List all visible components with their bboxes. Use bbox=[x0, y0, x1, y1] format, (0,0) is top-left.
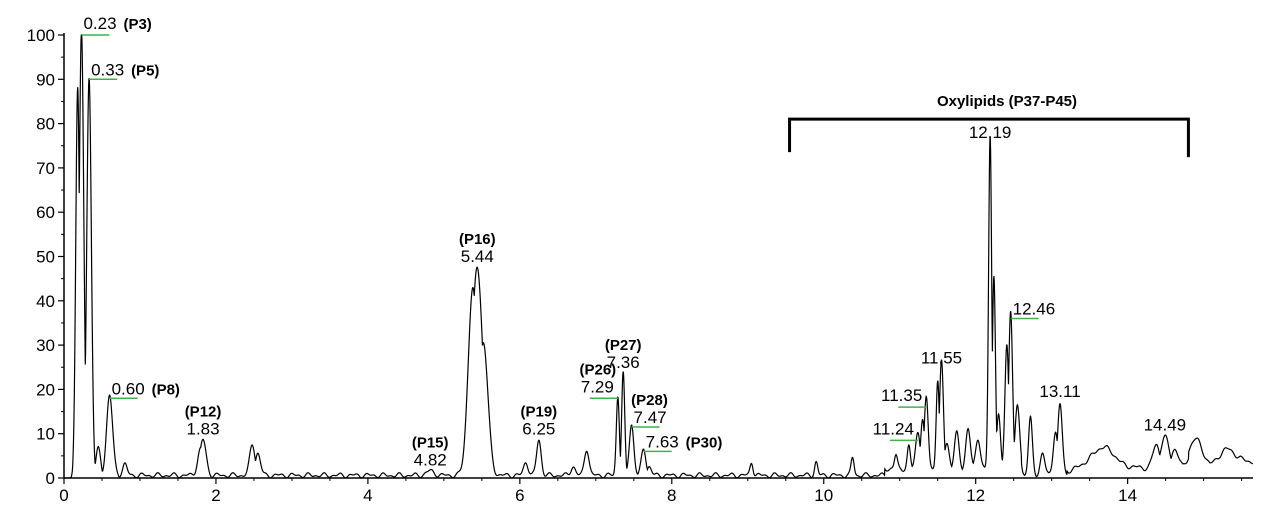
x-tick-label: 10 bbox=[814, 486, 833, 505]
peak-time-label: 4.82 bbox=[414, 451, 447, 470]
y-tick-label: 50 bbox=[36, 248, 55, 267]
peak-time-label: 11.35 bbox=[881, 386, 922, 405]
y-tick-label: 30 bbox=[36, 336, 55, 355]
y-tick-label: 40 bbox=[36, 292, 55, 311]
peak-time-label: 7.29 bbox=[581, 377, 614, 396]
peak-id-label: (P5) bbox=[131, 62, 159, 79]
peak-id-label: (P30) bbox=[686, 434, 723, 451]
peak-time-label: 7.47 bbox=[634, 408, 667, 427]
y-tick-label: 0 bbox=[46, 469, 55, 488]
peak-time-label: 0.33 bbox=[91, 60, 124, 79]
peak-time-label: 0.23 bbox=[83, 14, 116, 33]
x-tick-label: 2 bbox=[211, 486, 220, 505]
x-tick-label: 6 bbox=[515, 486, 524, 505]
x-tick-label: 12 bbox=[966, 486, 985, 505]
y-tick-label: 70 bbox=[36, 159, 55, 178]
peak-id-label: (P12) bbox=[185, 404, 222, 421]
peak-time-label: 6.25 bbox=[522, 420, 555, 439]
peak-id-label: (P27) bbox=[605, 337, 642, 354]
y-tick-label: 20 bbox=[36, 380, 55, 399]
y-tick-label: 60 bbox=[36, 203, 55, 222]
oxylipids-bracket: Oxylipids (P37-P45) bbox=[788, 93, 1190, 158]
peak-time-label: 12.46 bbox=[1013, 300, 1056, 319]
peak-id-label: (P26) bbox=[580, 361, 617, 378]
y-tick-label: 10 bbox=[36, 425, 55, 444]
x-tick-label: 14 bbox=[1118, 486, 1137, 505]
y-tick-label: 100 bbox=[27, 26, 55, 45]
bracket-label: Oxylipids (P37-P45) bbox=[937, 93, 1077, 110]
y-tick-label: 90 bbox=[36, 70, 55, 89]
peak-id-label: (P28) bbox=[631, 392, 668, 409]
peak-id-label: (P15) bbox=[412, 435, 449, 452]
peak-time-label: 5.44 bbox=[461, 247, 494, 266]
peak-id-label: (P8) bbox=[152, 381, 180, 398]
peak-id-label: (P19) bbox=[520, 404, 557, 421]
peak-time-label: 1.83 bbox=[186, 420, 219, 439]
bracket-line bbox=[788, 117, 1190, 158]
axes: 0 2 4 6 8 10 12 14 0 10 20 30 40 50 60 70 80 90 100 bbox=[27, 26, 1253, 505]
x-tick-label: 4 bbox=[363, 486, 372, 505]
peak-id-label: (P16) bbox=[459, 231, 496, 248]
y-tick-label: 80 bbox=[36, 115, 55, 134]
x-tick-label: 0 bbox=[59, 486, 68, 505]
peak-time-label: 12.19 bbox=[969, 123, 1012, 142]
peak-time-label: 7.63 bbox=[646, 432, 679, 451]
peak-time-label: 0.60 bbox=[112, 379, 145, 398]
peak-time-label: 7.36 bbox=[607, 353, 640, 372]
peak-labels: 0.23 (P3)0.33 (P5)0.60 (P8)1.83(P12)4.82(P1… bbox=[81, 14, 1186, 470]
peak-time-label: 13.11 bbox=[1039, 382, 1080, 401]
peak-time-label: 11.24 bbox=[873, 419, 914, 438]
peak-time-label: 11.55 bbox=[921, 349, 962, 368]
chromatogram-trace bbox=[64, 34, 1253, 479]
x-tick-label: 8 bbox=[667, 486, 676, 505]
signal-line bbox=[64, 34, 1253, 479]
peak-time-label: 14.49 bbox=[1144, 416, 1187, 435]
peak-id-label: (P3) bbox=[123, 16, 151, 33]
